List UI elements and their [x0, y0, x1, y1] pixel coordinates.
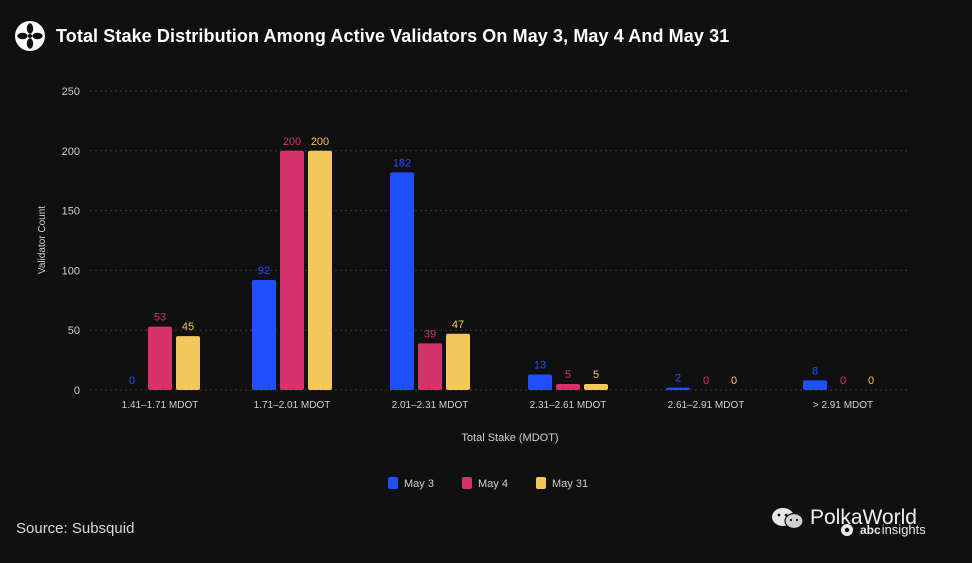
data-label: 0 — [129, 375, 135, 387]
watermark-sub-prefix: abc — [860, 522, 881, 537]
data-label: 0 — [840, 375, 846, 387]
x-tick-label: > 2.91 MDOT — [813, 400, 873, 411]
y-tick-label: 100 — [62, 265, 80, 277]
data-label: 8 — [812, 365, 818, 377]
bar-may-31 — [176, 336, 200, 390]
wechat-icon — [772, 508, 804, 530]
watermark-brand: PolkaWorld — [810, 506, 917, 529]
data-label: 47 — [452, 319, 464, 331]
x-tick-label: 1.41–1.71 MDOT — [122, 400, 199, 411]
bar-may-4 — [556, 384, 580, 390]
data-label: 92 — [258, 265, 270, 277]
y-tick-label: 150 — [62, 206, 80, 218]
legend-label: May 31 — [552, 478, 588, 490]
bar-may-31 — [584, 384, 608, 390]
bar-may-4 — [280, 150, 304, 390]
legend-swatch-may-4 — [462, 477, 472, 489]
y-tick-label: 200 — [62, 146, 80, 158]
data-label: 5 — [565, 369, 571, 381]
chart-title: Total Stake Distribution Among Active Va… — [56, 25, 730, 46]
x-tick-label: 2.61–2.91 MDOT — [668, 400, 745, 411]
abc-logo-icon — [841, 523, 853, 536]
bar-may-3 — [528, 374, 552, 390]
source-note: Source: Subsquid — [16, 520, 135, 537]
x-tick-label: 1.71–2.01 MDOT — [254, 400, 331, 411]
legend-label: May 3 — [404, 478, 434, 490]
data-label: 0 — [868, 375, 874, 387]
bar-may-31 — [308, 150, 332, 390]
x-tick-label: 2.01–2.31 MDOT — [392, 400, 469, 411]
y-tick-label: 250 — [62, 86, 80, 98]
data-label: 0 — [703, 375, 709, 387]
data-label: 200 — [283, 136, 301, 148]
data-label: 0 — [731, 375, 737, 387]
data-label: 39 — [424, 328, 436, 340]
watermark-sub: abc insights — [840, 522, 926, 537]
data-label: 200 — [311, 136, 329, 148]
legend-label: May 4 — [478, 478, 508, 490]
data-label: 182 — [393, 157, 411, 169]
data-label: 2 — [675, 373, 681, 385]
bar-may-3 — [666, 387, 690, 390]
watermark-sub-brand: insights — [881, 522, 926, 537]
data-label: 53 — [154, 312, 166, 324]
legend-swatch-may-3 — [388, 477, 398, 489]
data-label: 5 — [593, 369, 599, 381]
x-axis-title: Total Stake (MDOT) — [461, 432, 558, 444]
chart-header: Total Stake Distribution Among Active Va… — [14, 18, 729, 54]
bar-may-3 — [390, 172, 414, 390]
data-label: 13 — [534, 359, 546, 371]
y-tick-label: 0 — [74, 385, 80, 397]
x-tick-label: 2.31–2.61 MDOT — [530, 400, 607, 411]
bar-may-31 — [446, 333, 470, 390]
watermark: PolkaWorld — [770, 506, 917, 530]
bar-may-3 — [803, 380, 827, 390]
legend-swatch-may-31 — [536, 477, 546, 489]
bar-may-3 — [252, 279, 276, 390]
y-tick-label: 50 — [68, 325, 80, 337]
flower-logo-icon — [15, 21, 45, 51]
data-label: 45 — [182, 321, 194, 333]
bar-may-4 — [418, 343, 442, 390]
bar-may-4 — [148, 326, 172, 390]
y-axis-title: Validator Count — [37, 206, 48, 274]
